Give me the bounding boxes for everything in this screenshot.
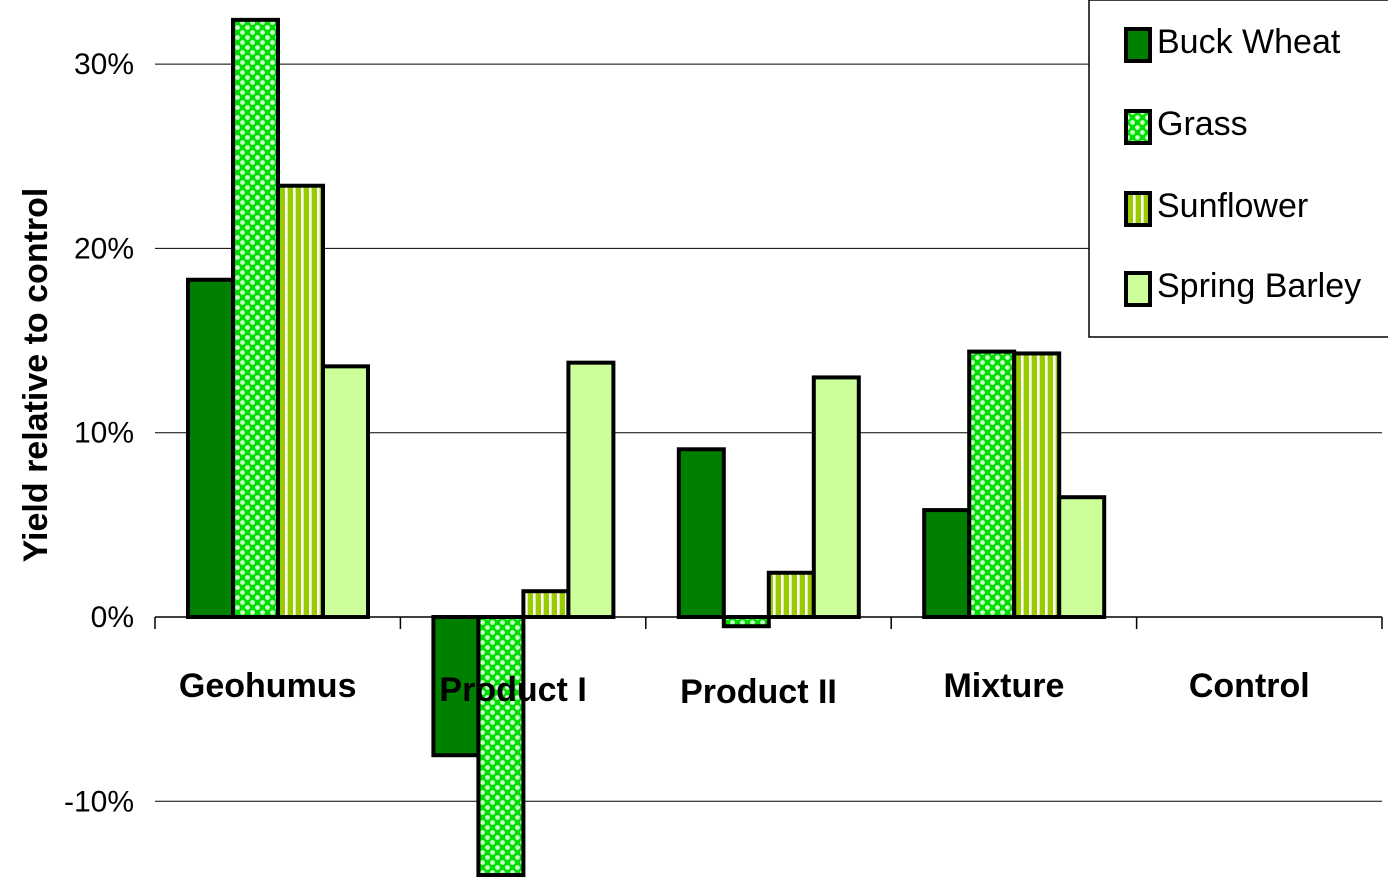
y-axis-label: Yield relative to control	[17, 188, 55, 563]
y-tick-label: 0%	[91, 601, 134, 634]
bar-product-ii-sunflower	[766, 570, 816, 620]
bar-mixture-sunflower	[1012, 351, 1062, 619]
bar-product-ii-spring-barley	[811, 375, 861, 619]
legend-swatch	[1124, 191, 1152, 227]
y-axis-ticks: -10% 0% 10% 20% 30%	[64, 48, 134, 818]
legend-label: Sunflower	[1157, 187, 1308, 225]
bar-mixture-spring-barley	[1057, 495, 1107, 619]
legend-label: Buck Wheat	[1157, 23, 1341, 61]
legend-item-sunflower: Sunflower	[1124, 187, 1308, 227]
bar-mixture-grass	[967, 349, 1017, 619]
y-tick-label: 10%	[74, 417, 134, 450]
y-tick-label: -10%	[64, 785, 134, 818]
y-tick-label: 20%	[74, 232, 134, 265]
category-label-mixture: Mixture	[943, 667, 1064, 705]
legend-label: Spring Barley	[1157, 267, 1361, 305]
bar-product-i-buck-wheat	[431, 615, 481, 758]
bar-geohumus-grass	[231, 17, 280, 620]
bars	[186, 17, 1107, 877]
legend: Buck Wheat Grass Sunflower Spring Barley	[1088, 0, 1388, 338]
legend-item-grass: Grass	[1124, 105, 1248, 145]
legend-item-spring-barley: Spring Barley	[1124, 267, 1361, 307]
category-label-product-i: Product I	[439, 671, 586, 709]
bar-mixture-buck-wheat	[922, 508, 972, 619]
bar-product-ii-grass	[721, 615, 771, 629]
bar-product-ii-buck-wheat	[676, 447, 726, 619]
legend-swatch	[1124, 27, 1152, 63]
category-label-control: Control	[1189, 667, 1310, 705]
bar-geohumus-spring-barley	[321, 364, 370, 619]
bar-product-i-spring-barley	[566, 360, 616, 619]
legend-swatch	[1124, 271, 1152, 307]
bar-geohumus-sunflower	[276, 183, 325, 619]
bar-product-i-sunflower	[521, 589, 571, 619]
legend-item-buck-wheat: Buck Wheat	[1124, 23, 1341, 63]
category-labels: Geohumus Product I Product II Mixture Contro…	[179, 667, 1310, 711]
x-axis	[154, 616, 1383, 629]
bar-geohumus-buck-wheat	[186, 277, 235, 619]
category-label-product-ii: Product II	[680, 673, 837, 711]
category-label-geohumus: Geohumus	[179, 667, 357, 705]
bar-product-i-grass	[476, 615, 526, 877]
legend-swatch	[1124, 109, 1152, 145]
legend-label: Grass	[1157, 105, 1248, 143]
y-tick-label: 30%	[74, 48, 134, 81]
